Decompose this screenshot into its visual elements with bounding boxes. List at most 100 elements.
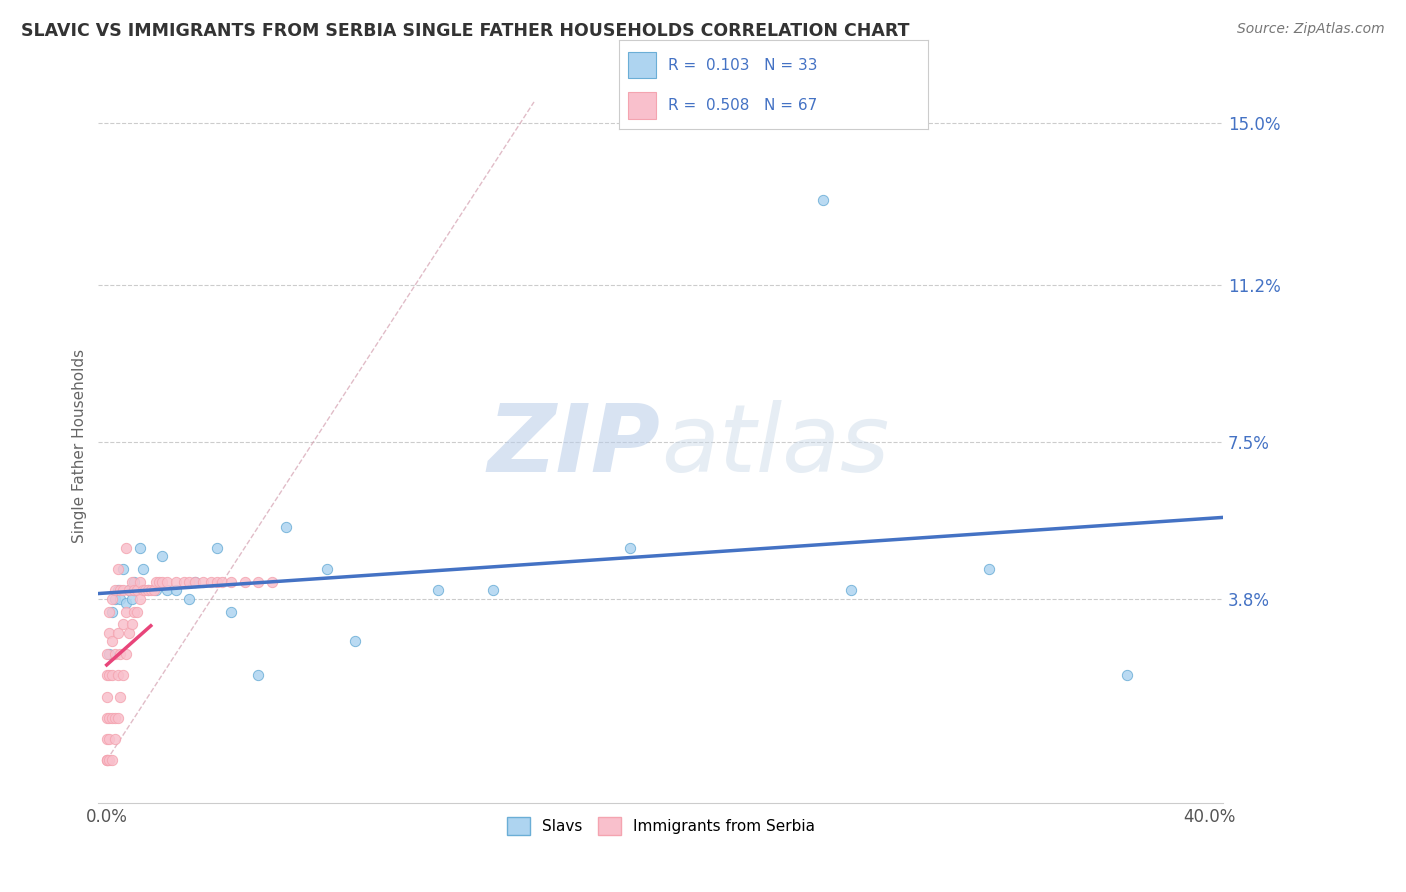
Point [101, 605, 124, 619]
Point [112, 562, 135, 576]
Point [101, 634, 124, 648]
Point [101, 668, 124, 682]
Point [134, 583, 156, 598]
Point [107, 711, 129, 725]
Text: R =  0.508   N = 67: R = 0.508 N = 67 [668, 98, 817, 112]
Point [145, 574, 167, 589]
Point [110, 690, 132, 704]
Point [233, 574, 256, 589]
Point [98, 647, 121, 661]
Point [107, 583, 129, 598]
Point [96, 753, 118, 767]
Point [101, 711, 124, 725]
Point [98, 668, 121, 682]
Point [96, 647, 118, 661]
Point [98, 711, 121, 725]
Point [131, 562, 153, 576]
Point [156, 574, 179, 589]
Point [118, 583, 141, 598]
Point [481, 583, 503, 598]
Point [148, 574, 170, 589]
Point [128, 574, 150, 589]
Point [101, 753, 124, 767]
Point [104, 711, 127, 725]
Point [107, 562, 129, 576]
Point [839, 583, 862, 598]
Point [98, 732, 121, 747]
Point [96, 711, 118, 725]
Point [145, 583, 167, 598]
Point [1115, 668, 1137, 682]
Point [619, 541, 641, 555]
Point [98, 605, 121, 619]
Point [173, 574, 195, 589]
Point [219, 574, 242, 589]
Point [211, 574, 233, 589]
Point [107, 668, 129, 682]
Point [247, 668, 270, 682]
Point [115, 596, 138, 610]
Point [121, 591, 143, 606]
Point [112, 583, 135, 598]
Point [205, 574, 228, 589]
Point [128, 541, 150, 555]
Point [179, 574, 201, 589]
Point [121, 574, 143, 589]
Point [122, 574, 145, 589]
Point [115, 647, 138, 661]
Point [136, 583, 159, 598]
Point [121, 617, 143, 632]
Point [104, 732, 127, 747]
Point [98, 626, 121, 640]
Point [274, 519, 297, 533]
Point [96, 668, 118, 682]
Point [104, 583, 127, 598]
Point [150, 549, 173, 564]
Point [813, 193, 835, 207]
Text: atlas: atlas [661, 401, 889, 491]
Text: R =  0.103   N = 33: R = 0.103 N = 33 [668, 58, 818, 72]
Point [247, 574, 270, 589]
Point [110, 591, 132, 606]
Text: SLAVIC VS IMMIGRANTS FROM SERBIA SINGLE FATHER HOUSEHOLDS CORRELATION CHART: SLAVIC VS IMMIGRANTS FROM SERBIA SINGLE … [21, 22, 910, 40]
Point [125, 605, 148, 619]
Point [96, 753, 118, 767]
Point [165, 574, 187, 589]
Point [115, 541, 138, 555]
Point [96, 690, 118, 704]
Point [107, 626, 129, 640]
Point [262, 574, 284, 589]
Point [128, 591, 150, 606]
Point [184, 574, 207, 589]
Text: Source: ZipAtlas.com: Source: ZipAtlas.com [1237, 22, 1385, 37]
Point [426, 583, 449, 598]
Point [219, 605, 242, 619]
Point [122, 583, 145, 598]
Point [193, 574, 215, 589]
Point [165, 583, 187, 598]
Point [96, 732, 118, 747]
Point [122, 605, 145, 619]
Point [131, 583, 153, 598]
FancyBboxPatch shape [628, 92, 655, 119]
Point [101, 591, 124, 606]
Point [205, 541, 228, 555]
Point [110, 583, 132, 598]
Point [112, 617, 135, 632]
Point [98, 753, 121, 767]
Legend: Slavs, Immigrants from Serbia: Slavs, Immigrants from Serbia [501, 811, 821, 841]
Point [136, 583, 159, 598]
FancyBboxPatch shape [628, 52, 655, 78]
Point [156, 583, 179, 598]
Point [316, 562, 339, 576]
Point [110, 647, 132, 661]
Point [179, 591, 201, 606]
Point [150, 574, 173, 589]
Y-axis label: Single Father Households: Single Father Households [72, 349, 87, 543]
Point [118, 583, 141, 598]
Point [139, 583, 162, 598]
Point [977, 562, 1000, 576]
Point [104, 591, 127, 606]
Point [200, 574, 222, 589]
Point [343, 634, 366, 648]
